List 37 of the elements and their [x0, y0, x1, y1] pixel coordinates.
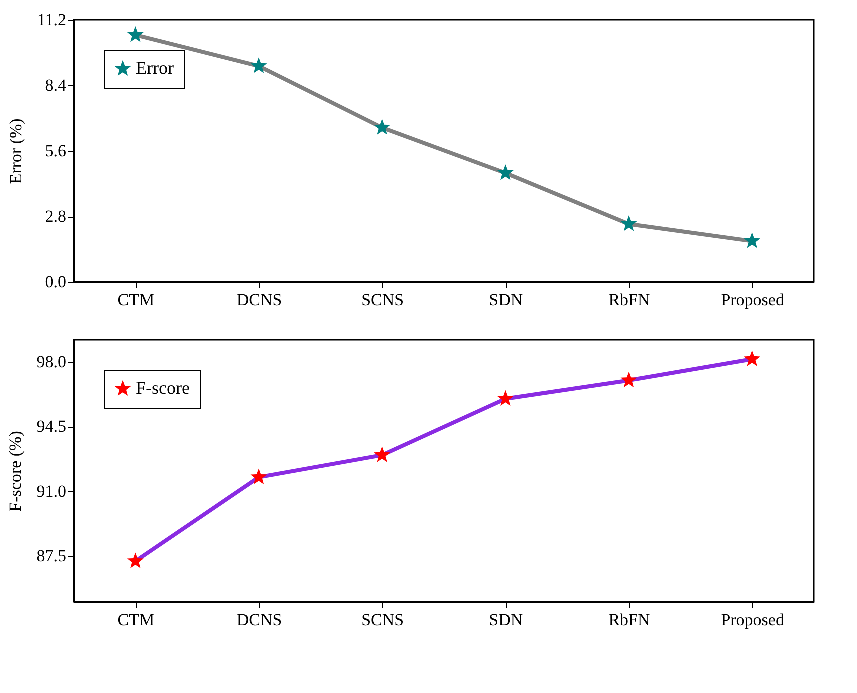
y-tick-label: 2.8	[45, 207, 66, 226]
y-tick-label: 5.6	[45, 142, 66, 160]
y-tick-label: 94.5	[36, 417, 66, 436]
y-axis-title: F-score (%)	[6, 431, 25, 512]
point	[127, 552, 144, 568]
point	[620, 372, 638, 388]
x-tick-label: DCNS	[236, 610, 282, 630]
x-tick-label: SCNS	[362, 290, 404, 310]
y-tick-label: 87.5	[36, 546, 66, 566]
x-tick-label: SDN	[489, 610, 524, 630]
point	[374, 119, 391, 135]
x-tick-label: RbFN	[608, 610, 650, 630]
point	[497, 390, 514, 406]
y-tick-label: 11.2	[37, 10, 66, 30]
x-tick-label: DCNS	[236, 290, 282, 310]
x-tick-label: SCNS	[362, 610, 404, 630]
point	[250, 468, 268, 484]
point	[127, 26, 144, 42]
legend-label: Error	[136, 58, 174, 78]
x-tick-label: CTM	[118, 610, 155, 630]
x-tick-label: Proposed	[721, 610, 785, 630]
point	[744, 232, 761, 248]
point	[250, 58, 268, 74]
legend-label: F-score	[136, 378, 190, 398]
point	[497, 164, 514, 180]
point	[374, 446, 391, 462]
x-tick-label: Proposed	[721, 290, 785, 310]
y-tick-label: 98.0	[36, 352, 66, 372]
y-tick-label: 91.0	[36, 482, 66, 501]
y-tick-label: 0.0	[45, 272, 66, 292]
point	[620, 216, 638, 232]
y-axis-title: Error (%)	[6, 118, 26, 184]
x-tick-label: RbFN	[608, 290, 650, 310]
x-tick-label: CTM	[118, 290, 155, 310]
x-tick-label: SDN	[489, 290, 524, 310]
y-tick-label: 8.4	[45, 76, 67, 95]
point	[744, 350, 761, 366]
